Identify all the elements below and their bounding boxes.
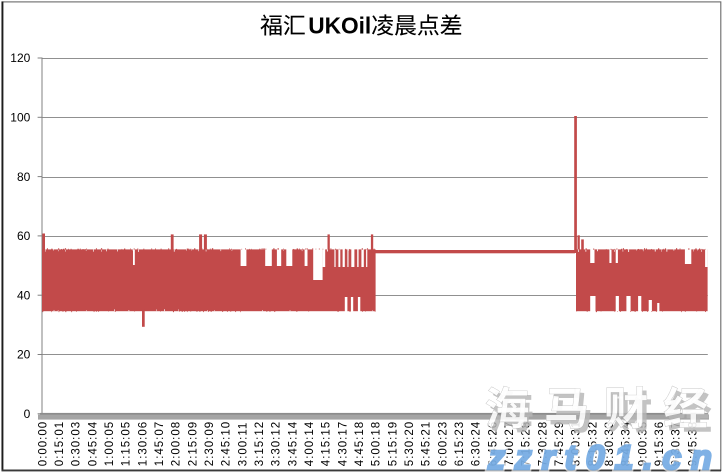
svg-text:60: 60: [17, 229, 31, 243]
svg-text:4:15:15: 4:15:15: [321, 421, 333, 466]
svg-text:8:15:32: 8:15:32: [587, 421, 599, 466]
svg-text:4:45:18: 4:45:18: [354, 421, 366, 466]
svg-text:zzrt01.cn: zzrt01.cn: [487, 439, 722, 474]
svg-text:80: 80: [17, 170, 31, 184]
svg-text:0:00:00: 0:00:00: [37, 421, 49, 466]
svg-text:6:00:23: 6:00:23: [437, 421, 449, 466]
svg-text:2:45:10: 2:45:10: [221, 421, 233, 466]
svg-text:7:30:28: 7:30:28: [537, 421, 549, 466]
svg-text:6:15:23: 6:15:23: [454, 421, 466, 466]
svg-text:2:00:08: 2:00:08: [171, 421, 183, 466]
svg-text:1:00:05: 1:00:05: [104, 421, 116, 466]
svg-text:8:30:33: 8:30:33: [604, 421, 616, 466]
svg-text:5:45:21: 5:45:21: [421, 421, 433, 466]
svg-text:8:45:34: 8:45:34: [621, 421, 633, 466]
svg-text:zzrt01.cn: zzrt01.cn: [487, 439, 722, 474]
svg-text:7:15:28: 7:15:28: [521, 421, 533, 466]
svg-text:6:30:24: 6:30:24: [471, 421, 483, 466]
svg-text:0: 0: [24, 407, 31, 421]
svg-text:100: 100: [10, 111, 30, 125]
svg-text:40: 40: [17, 288, 31, 302]
svg-text:9:15:36: 9:15:36: [654, 421, 666, 466]
svg-text:9:45:38: 9:45:38: [687, 421, 699, 466]
svg-text:5:30:20: 5:30:20: [404, 421, 416, 466]
svg-text:0:45:04: 0:45:04: [87, 421, 99, 466]
svg-text:3:30:12: 3:30:12: [271, 421, 283, 466]
svg-text:7:45:29: 7:45:29: [554, 421, 566, 466]
svg-text:4:00:14: 4:00:14: [304, 421, 316, 466]
svg-text:1:45:07: 1:45:07: [154, 421, 166, 466]
svg-text:120: 120: [10, 51, 30, 65]
svg-text:3:00:11: 3:00:11: [237, 422, 249, 467]
svg-text:UKOil: UKOil: [308, 13, 371, 39]
svg-text:2:15:09: 2:15:09: [187, 421, 199, 466]
svg-text:9:30:37: 9:30:37: [671, 421, 683, 466]
svg-text:1:15:05: 1:15:05: [121, 421, 133, 466]
svg-text:4:30:17: 4:30:17: [337, 421, 349, 466]
svg-text:5:00:18: 5:00:18: [371, 421, 383, 466]
svg-text:1:30:06: 1:30:06: [137, 421, 149, 466]
svg-text:0:30:03: 0:30:03: [71, 421, 83, 466]
svg-text:6:45:26: 6:45:26: [487, 421, 499, 466]
svg-text:5:15:19: 5:15:19: [387, 421, 399, 466]
svg-text:7:00:27: 7:00:27: [504, 421, 516, 466]
svg-text:2:30:09: 2:30:09: [204, 421, 216, 466]
svg-text:0:15:01: 0:15:01: [54, 421, 66, 466]
svg-text:3:15:12: 3:15:12: [254, 421, 266, 466]
svg-text:20: 20: [17, 348, 31, 362]
svg-text:3:45:14: 3:45:14: [287, 421, 299, 466]
